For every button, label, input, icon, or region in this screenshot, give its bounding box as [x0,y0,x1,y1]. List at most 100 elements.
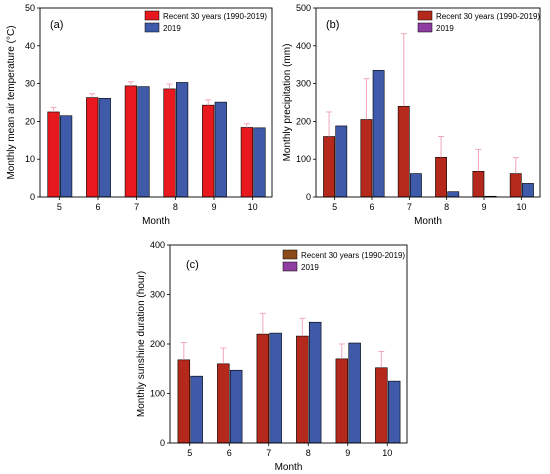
bar-2019-8 [447,191,460,198]
x-tick-label: 8 [173,202,178,212]
y-tick-label: 300 [296,79,311,89]
bar-recent-6 [86,97,99,198]
x-tick-label: 10 [248,202,258,212]
x-tick-label: 5 [57,202,62,212]
x-axis-label: Month [142,216,170,227]
bar-2019-10 [522,183,534,198]
y-tick-label: 0 [160,438,165,448]
y-axis-label: Monthly precipitation (mm) [282,44,293,162]
bar-recent-5 [47,111,60,198]
legend-label-recent: Recent 30 years (1990-2019) [163,12,267,21]
y-tick-label: 20 [25,116,35,126]
bar-recent-7 [256,333,270,444]
y-tick-label: 0 [306,192,311,202]
bar-recent-8 [296,335,309,444]
legend: Recent 30 years (1990-2019) 2019 [282,249,405,272]
legend-swatch-recent [282,249,298,260]
panel-label: (a) [50,19,63,31]
y-tick-label: 30 [25,79,35,89]
bar-2019-10 [387,380,401,444]
bar-recent-9 [202,104,215,198]
x-tick-label: 6 [227,448,232,458]
y-tick-label: 400 [150,240,165,250]
legend-label-recent: Recent 30 years (1990-2019) [436,12,540,21]
bar-2019-6 [98,98,111,198]
y-tick-label: 100 [296,154,311,164]
bar-2019-5 [190,375,203,444]
bar-2019-7 [269,332,282,444]
y-tick-label: 100 [150,389,165,399]
y-tick-label: 10 [25,154,35,164]
x-tick-label: 7 [134,202,139,212]
y-tick-label: 200 [296,116,311,126]
x-axis-label: Month [414,216,442,227]
bar-2019-9 [214,101,227,198]
bar-2019-10 [253,127,266,198]
y-axis-label: Monthly sunshine duration (hour) [136,271,147,417]
x-tick-label: 5 [332,202,337,212]
legend: Recent 30 years (1990-2019) 2019 [417,10,540,33]
x-axis-label: Month [275,462,303,473]
plot-frame [315,7,541,198]
x-tick-label: 6 [95,202,100,212]
bar-recent-8 [435,157,447,198]
bar-2019-5 [335,125,348,198]
legend-swatch-recent [417,10,433,21]
x-tick-label: 9 [481,202,486,212]
panel-label: (c) [186,259,199,271]
legend-swatch-recent [144,10,160,21]
y-tick-label: 0 [30,192,35,202]
x-tick-label: 10 [516,202,526,212]
legend: Recent 30 years (1990-2019) 2019 [144,10,267,33]
bar-2019-8 [176,82,189,198]
bar-recent-5 [177,359,191,444]
y-tick-label: 500 [296,3,311,13]
plot-frame [169,244,408,444]
x-tick-label: 9 [211,202,216,212]
x-tick-label: 9 [345,448,350,458]
legend-label-2019: 2019 [436,24,454,33]
y-tick-label: 400 [296,41,311,51]
legend-label-recent: Recent 30 years (1990-2019) [301,251,405,260]
bar-recent-10 [509,173,522,198]
bar-recent-5 [323,136,335,198]
x-tick-label: 7 [266,448,271,458]
bar-recent-9 [472,170,485,198]
x-tick-label: 5 [187,448,192,458]
x-tick-label: 6 [369,202,374,212]
legend-swatch-2019 [417,22,433,33]
y-axis-label: Monthly mean air temperature (°C) [6,25,17,179]
bar-recent-6 [217,363,230,444]
x-tick-label: 8 [444,202,449,212]
bar-recent-10 [240,127,253,198]
bar-2019-9 [348,342,361,444]
bar-recent-7 [397,105,410,198]
bar-2019-6 [372,70,385,198]
bar-recent-8 [163,88,176,198]
y-tick-label: 40 [25,41,35,51]
y-tick-label: 50 [25,3,35,13]
panel-label: (b) [326,19,339,31]
bar-2019-5 [60,115,73,198]
plot-frame [39,7,273,198]
legend-swatch-2019 [282,261,298,272]
bar-recent-9 [335,358,349,444]
bar-recent-7 [124,85,137,198]
y-tick-label: 200 [150,339,165,349]
chart-panel-1: 5 6 7 8 9 10 0 10 20 30 40 50 Month Monthly mean air … [6,3,273,227]
bar-recent-10 [375,367,388,444]
bar-2019-7 [410,173,422,198]
bar-2019-6 [229,369,243,444]
bar-2019-8 [308,321,322,444]
bar-2019-7 [137,86,150,198]
legend-swatch-2019 [144,22,160,33]
legend-label-2019: 2019 [163,24,181,33]
x-tick-label: 7 [407,202,412,212]
y-tick-label: 300 [150,290,165,300]
bar-recent-6 [360,119,373,198]
legend-label-2019: 2019 [301,263,319,272]
x-tick-label: 10 [382,448,392,458]
